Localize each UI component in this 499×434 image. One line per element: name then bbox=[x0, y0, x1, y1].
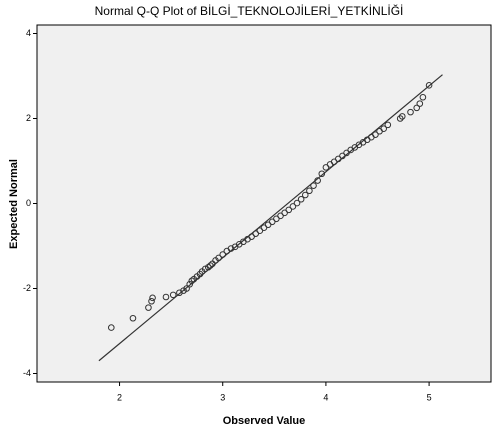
y-tick-label: 4 bbox=[26, 28, 31, 38]
y-tick-label: 0 bbox=[26, 198, 31, 208]
data-point bbox=[293, 199, 301, 207]
y-tick-label: -4 bbox=[23, 368, 31, 378]
data-point bbox=[384, 121, 392, 129]
data-point bbox=[372, 131, 379, 138]
data-point bbox=[285, 206, 293, 214]
data-point bbox=[148, 297, 155, 305]
data-point bbox=[380, 125, 387, 132]
chart-title: Normal Q-Q Plot of BİLGİ_TEKNOLOJİLERİ_Y… bbox=[95, 3, 404, 18]
data-point bbox=[396, 115, 404, 122]
y-axis-label: Expected Normal bbox=[8, 159, 20, 249]
data-point bbox=[227, 245, 235, 252]
data-point bbox=[149, 294, 156, 302]
data-point bbox=[398, 113, 406, 120]
data-point bbox=[318, 170, 326, 178]
data-point bbox=[219, 251, 227, 258]
x-tick-label: 5 bbox=[427, 392, 432, 402]
y-tick-label: -2 bbox=[23, 283, 31, 293]
data-point bbox=[416, 100, 424, 107]
data-point bbox=[310, 182, 317, 189]
data-point bbox=[145, 304, 152, 311]
data-point bbox=[215, 254, 222, 262]
data-point bbox=[204, 263, 212, 271]
plot-area bbox=[36, 24, 492, 383]
data-point bbox=[297, 195, 305, 203]
data-point bbox=[162, 293, 170, 301]
data-point bbox=[425, 82, 433, 89]
data-point bbox=[129, 314, 137, 322]
data-point bbox=[306, 187, 313, 195]
data-point bbox=[186, 280, 194, 288]
data-point bbox=[188, 277, 196, 285]
x-tick-label: 2 bbox=[117, 392, 122, 402]
x-axis-label: Observed Value bbox=[223, 415, 306, 427]
y-tick-label: 2 bbox=[26, 113, 31, 123]
x-tick-label: 3 bbox=[220, 392, 225, 402]
data-point bbox=[407, 108, 414, 116]
data-point bbox=[183, 285, 190, 292]
data-point bbox=[314, 177, 321, 184]
data-point bbox=[169, 291, 177, 299]
data-point bbox=[419, 93, 427, 101]
x-tick-label: 4 bbox=[323, 392, 328, 402]
data-point bbox=[107, 324, 115, 331]
data-point bbox=[207, 262, 214, 269]
reference-line bbox=[98, 74, 443, 362]
data-point bbox=[413, 104, 421, 112]
data-point bbox=[301, 191, 309, 199]
data-point bbox=[289, 203, 297, 210]
